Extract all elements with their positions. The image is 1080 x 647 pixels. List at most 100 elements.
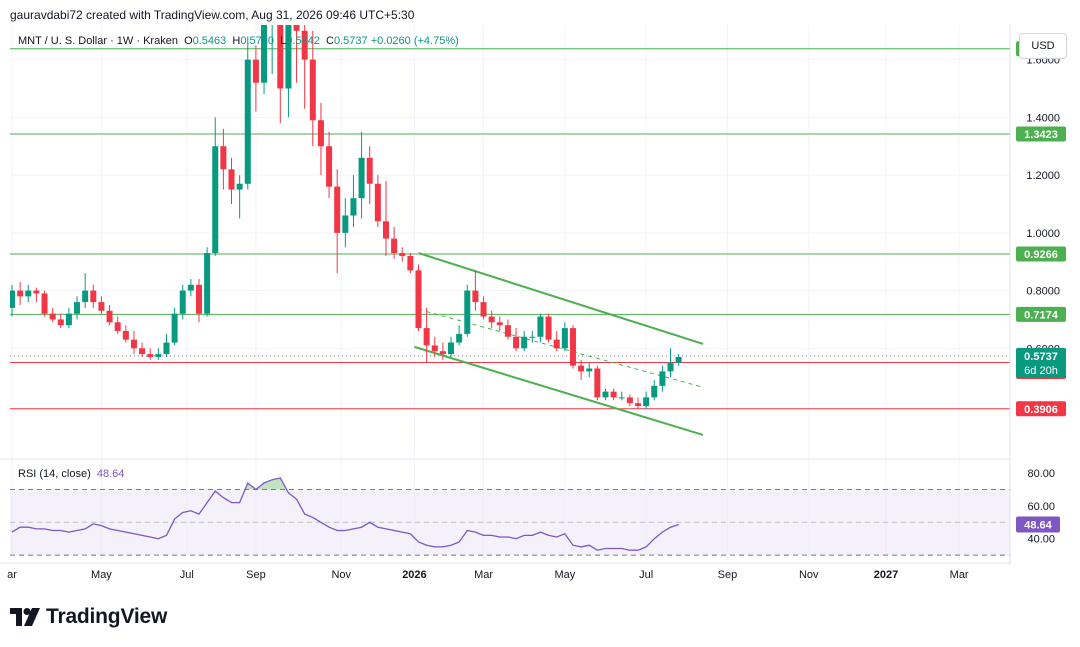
level-price-tag-bg: [1016, 306, 1066, 322]
candle-body: [472, 290, 479, 303]
candle-body: [261, 25, 268, 83]
candle-body: [269, 0, 275, 2]
candle-body: [106, 310, 113, 323]
rsi-y-tick-label: 60.00: [1027, 501, 1055, 513]
rsi-line: [11, 477, 679, 551]
candle-body: [643, 397, 650, 407]
y-tick-label: 1.4000: [1026, 112, 1060, 124]
candle-body: [594, 368, 601, 398]
candle-body: [431, 345, 438, 352]
candle-body: [179, 290, 186, 314]
candle-body: [626, 397, 633, 404]
x-tick-label: Nov: [331, 569, 351, 581]
x-tick-label: Sep: [718, 569, 738, 581]
candle-body: [57, 319, 64, 326]
tradingview-logo[interactable]: TradingView: [10, 605, 167, 629]
candlestick-series: [10, 0, 682, 409]
candle-body: [586, 368, 593, 372]
close-label: C: [326, 35, 334, 47]
x-tick-label: Nov: [799, 569, 819, 581]
candle-body: [252, 59, 259, 83]
candle-body: [675, 356, 682, 363]
candle-body: [147, 354, 154, 357]
candle-body: [659, 371, 666, 386]
candle-body: [220, 146, 227, 170]
rsi-value: 48.64: [96, 468, 125, 480]
candle-body: [618, 397, 625, 399]
candle-body: [391, 238, 398, 254]
candle-body: [33, 290, 40, 294]
candle-body: [488, 316, 495, 323]
candle-body: [204, 253, 211, 314]
candle-body: [139, 348, 146, 355]
candle-body: [578, 365, 585, 372]
x-tick-label: Jul: [639, 569, 653, 581]
x-tick-label: Jul: [180, 569, 194, 581]
candle-body: [358, 157, 365, 199]
y-tick-label: 1.2000: [1026, 170, 1060, 182]
rsi-label: RSI (14, close): [18, 468, 91, 480]
candle-body: [439, 351, 446, 355]
candle-body: [122, 330, 129, 340]
open-value: 0.5463: [192, 35, 227, 47]
candle-body: [464, 290, 471, 334]
candle-body: [10, 290, 15, 308]
candle-body: [74, 302, 81, 314]
candle-body: [561, 328, 568, 349]
high-label: H: [232, 35, 241, 47]
candle-body: [399, 253, 406, 256]
candle-body: [163, 342, 170, 355]
chart-axes: ar May Jul Sep Nov 2026 Mar May Jul Sep Nov 2027 Mar…: [0, 25, 1060, 581]
x-tick-label: Mar: [474, 569, 493, 581]
channel-upper-line: [418, 252, 704, 345]
level-price-tag: 0.9266: [1024, 249, 1058, 261]
last-price-tag: 0.5737: [1024, 351, 1058, 363]
candle-body: [155, 354, 162, 357]
candle-body: [285, 25, 292, 89]
open-label: O: [184, 35, 193, 47]
rsi-pane: [10, 477, 1010, 556]
symbol-name: MNT / U. S. Dollar · 1W · Kraken: [18, 35, 178, 47]
candle-body: [301, 30, 308, 60]
candle-body: [130, 339, 137, 349]
candle-body: [293, 25, 300, 31]
x-tick-label: May: [91, 569, 112, 581]
x-tick-label: May: [554, 569, 575, 581]
last-price-tag-bg: [1016, 347, 1066, 378]
currency-button[interactable]: USD: [1019, 33, 1067, 59]
candle-body: [17, 290, 24, 297]
candle-body: [448, 342, 455, 355]
level-price-tag-bg: [1016, 126, 1066, 142]
rsi-legend: RSI (14, close) 48.64: [18, 468, 124, 480]
candle-body: [326, 146, 333, 187]
candle-body: [635, 403, 642, 407]
candle-body: [82, 290, 89, 303]
candle-body: [25, 290, 32, 297]
rsi-y-tick-label: 80.00: [1027, 468, 1055, 480]
candle-body: [545, 316, 552, 340]
candle-body: [49, 313, 56, 320]
candle-body: [456, 333, 463, 343]
candle-body: [212, 146, 219, 254]
candle-body: [529, 336, 536, 338]
candle-body: [407, 255, 414, 271]
candle-body: [228, 169, 235, 190]
candle-body: [569, 328, 576, 366]
candle-body: [537, 316, 544, 337]
horizontal-levels: [10, 48, 1010, 410]
x-tick-label: 2027: [874, 569, 898, 581]
level-price-tag-bg: [1016, 401, 1066, 417]
channel-lower-line: [414, 345, 704, 436]
change-value: +0.0260 (+4.75%): [370, 35, 459, 47]
low-label: L: [280, 35, 287, 47]
candle-body: [65, 313, 72, 326]
created-by-text: gauravdabi72 created with TradingView.co…: [10, 8, 415, 22]
candle-body: [423, 328, 430, 346]
candle-body: [513, 336, 520, 349]
level-price-tag-bg: [1016, 246, 1066, 262]
close-value: 0.5737: [334, 35, 368, 47]
symbol-legend: MNT / U. S. Dollar · 1W · Kraken O0.5463…: [18, 35, 459, 47]
candle-body: [342, 215, 349, 233]
candle-body: [496, 322, 503, 326]
